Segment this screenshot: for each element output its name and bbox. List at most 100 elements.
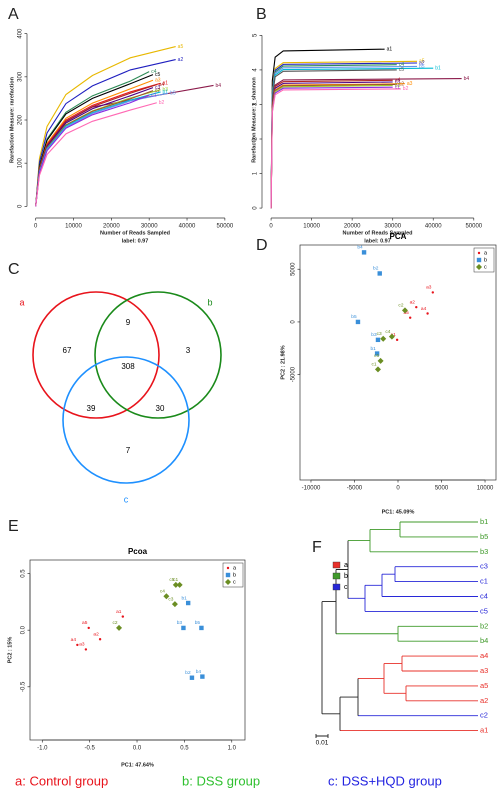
scale-bar — [315, 734, 329, 738]
y-tick-label: 2 — [253, 137, 259, 141]
x-tick-label: 50000 — [465, 224, 482, 230]
leaf-label: a5 — [480, 681, 488, 690]
leaf-label: c3 — [480, 562, 488, 571]
x-axis-title: PC1: 45.09% — [382, 509, 415, 515]
series-label: c2 — [155, 88, 161, 94]
region-count: 39 — [87, 404, 96, 413]
leaf-label: a1 — [480, 726, 488, 735]
point — [415, 305, 418, 309]
y-tick-label: 0.5 — [21, 569, 27, 578]
series-label: c3 — [155, 85, 161, 91]
legend-marker — [477, 251, 481, 255]
series-label: b5 — [419, 64, 425, 70]
point — [199, 625, 204, 631]
point — [84, 648, 88, 651]
branch-green — [336, 521, 478, 642]
point-label: b5 — [351, 314, 357, 320]
region-count: 9 — [126, 318, 131, 327]
point-label: c4 — [160, 588, 165, 594]
x-tick-label: -1.0 — [37, 746, 48, 752]
region-count: 3 — [186, 346, 191, 355]
chart-title: Pcoa — [128, 547, 148, 556]
point — [408, 316, 412, 319]
y-tick-label: 0 — [253, 206, 259, 210]
x-tick-label: -5000 — [347, 486, 363, 492]
series-label: b1 — [435, 66, 441, 72]
leaf-label: b3 — [480, 547, 488, 556]
point-label: a5 — [404, 310, 410, 316]
legend-label: a — [233, 565, 237, 571]
y-tick-label: -0.5 — [21, 681, 27, 692]
series-label: b4 — [464, 76, 470, 82]
panel-letter: A — [8, 6, 19, 23]
point — [395, 338, 399, 342]
panel-letter: B — [256, 6, 267, 23]
x-tick-label: 0.5 — [180, 746, 189, 752]
x-tick-label: 1.0 — [228, 746, 237, 752]
curve — [35, 84, 157, 207]
series-label: c1 — [395, 85, 401, 91]
x-tick-label: 0 — [34, 224, 38, 230]
point — [76, 643, 79, 647]
series-label: c5 — [399, 67, 405, 73]
series-label: a3 — [155, 78, 161, 84]
point-label: a1 — [116, 609, 122, 615]
panel-letter: F — [312, 539, 322, 556]
curve — [270, 83, 405, 209]
legend-label: b — [344, 573, 348, 580]
x-axis-subtitle: label: 0.97 — [122, 238, 149, 244]
curve — [35, 92, 169, 207]
point — [375, 337, 381, 343]
x-tick-label: 10000 — [303, 224, 320, 230]
legend-label: c — [233, 579, 236, 585]
series-label: b5 — [170, 91, 176, 97]
legend-swatch — [332, 572, 341, 580]
legend-label: b — [233, 572, 236, 578]
point-label: b2 — [185, 670, 191, 676]
legend-label: a — [484, 250, 488, 256]
x-tick-label: 10000 — [477, 486, 494, 492]
plot-frame — [29, 559, 246, 741]
curve — [270, 86, 393, 209]
point-label: a4 — [421, 306, 427, 312]
x-axis-title: Number of Reads Sampled — [343, 230, 413, 236]
panel-letter: D — [256, 237, 268, 254]
leaf-label: a2 — [480, 696, 488, 705]
point-label: b4 — [357, 245, 363, 251]
branch-red — [340, 655, 478, 732]
series-label: a5 — [419, 59, 425, 65]
y-tick-label: 400 — [18, 28, 24, 39]
curve — [270, 84, 393, 209]
point — [401, 307, 408, 314]
set-label: c — [124, 494, 129, 504]
point-label: c2 — [398, 303, 403, 309]
y-tick-label: 100 — [18, 158, 24, 169]
x-tick-label: 0 — [396, 486, 400, 492]
point-label: c2 — [112, 620, 117, 626]
point — [87, 626, 90, 630]
legend-marker — [476, 257, 482, 263]
point-label: b2 — [373, 266, 379, 272]
series-label: b2 — [403, 86, 409, 92]
series-label: c4 — [151, 69, 157, 75]
x-tick-label: 20000 — [344, 224, 361, 230]
x-tick-label: -10000 — [302, 486, 321, 492]
leaf-label: c1 — [480, 577, 488, 586]
x-tick-label: 40000 — [425, 224, 442, 230]
point-label: a4 — [71, 637, 77, 643]
series-label: b2 — [159, 100, 165, 106]
point — [116, 624, 123, 631]
branch-blue — [348, 566, 478, 717]
curve — [270, 48, 385, 209]
x-tick-label: 20000 — [103, 224, 120, 230]
series-label: a2 — [178, 57, 184, 63]
group-caption: c: DSS+HQD group — [328, 773, 442, 788]
x-tick-label: -0.5 — [84, 746, 95, 752]
dendrogram-branches — [315, 521, 478, 738]
series-label: a2 — [419, 60, 425, 66]
legend-label: b — [484, 257, 487, 263]
point-label: c5 — [169, 577, 174, 583]
curve — [270, 81, 393, 209]
legend-label: a — [344, 562, 348, 569]
